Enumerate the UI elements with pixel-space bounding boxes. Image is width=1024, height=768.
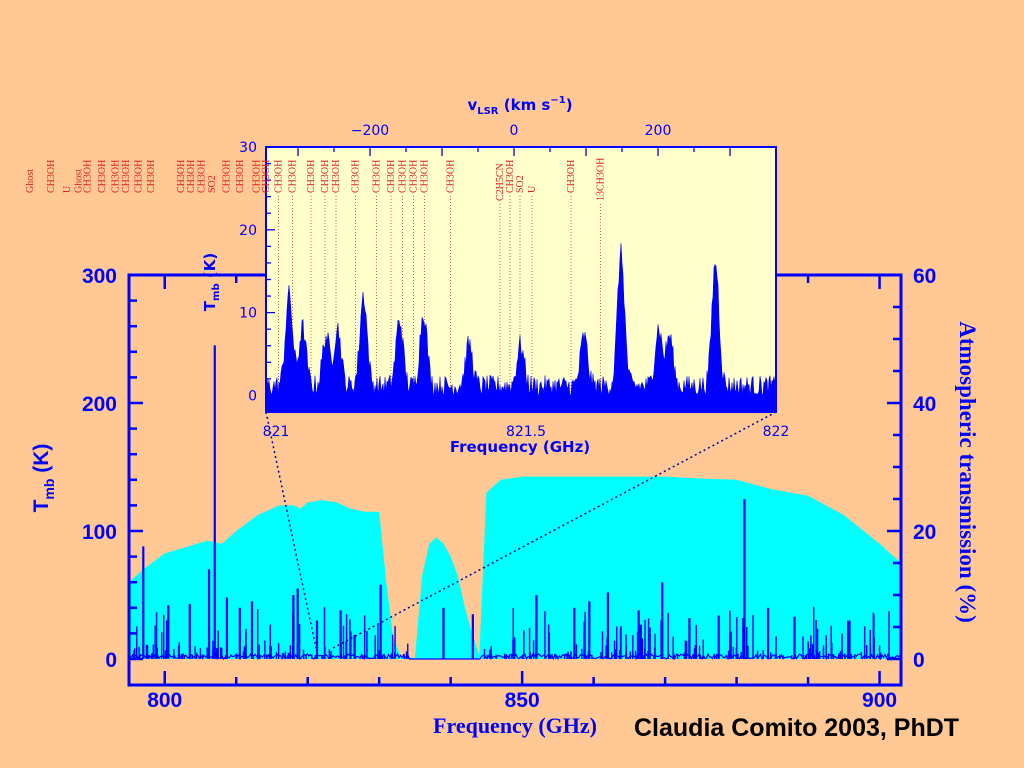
line-id-label: Ghost xyxy=(25,169,36,193)
line-id-label: C2H5CN xyxy=(495,163,506,201)
main-x-tick-label: 900 xyxy=(862,689,897,712)
line-id-label: CH3OH xyxy=(146,160,157,193)
main-right-tick-label: 0 xyxy=(913,649,925,672)
line-id-label: CH3OH xyxy=(398,160,409,193)
inset-y-axis-title: Tmb (K) xyxy=(201,253,222,311)
main-right-tick-label: 20 xyxy=(913,521,936,544)
line-id-label: CH3OH xyxy=(83,160,94,193)
line-id-label: CH3OH xyxy=(386,160,397,193)
main-x-tick-label: 800 xyxy=(147,689,182,712)
inset-x-axis-title: Frequency (GHz) xyxy=(450,438,590,456)
left-axis-unit: (K) xyxy=(30,444,53,473)
line-id-label: U xyxy=(527,185,538,193)
line-id-label: CH3OH xyxy=(372,160,383,193)
line-id-label: CH3OH xyxy=(46,160,57,193)
line-id-label: CH3OH xyxy=(505,160,516,193)
main-right-tick-label: 40 xyxy=(913,393,936,416)
main-left-tick-labels: 0 100 200 300 xyxy=(82,265,117,672)
inset-y-tick-label: 30 xyxy=(239,140,257,156)
line-id-label: Ghost xyxy=(74,169,85,193)
line-id-label: CH3OH xyxy=(176,160,187,193)
spectrum-lines xyxy=(132,345,890,659)
inset-top-axis-title: vLSR (km s−1) xyxy=(467,95,572,117)
line-id-label: SO2 xyxy=(207,175,218,193)
main-x-tick-label: 850 xyxy=(505,689,540,712)
inset-x-tick-label: 822 xyxy=(763,424,790,440)
main-right-axis-title: Atmospheric transmission (%) xyxy=(955,321,980,623)
line-id-label: CH3OH xyxy=(446,160,457,193)
inset-y-tick-label: 20 xyxy=(239,223,257,239)
main-left-axis-title: Tmb (K) xyxy=(30,444,57,513)
inset-top-tick-label: 0 xyxy=(510,123,519,139)
inset-top-tick-labels: −200 0 200 xyxy=(351,123,672,139)
line-id-label: CH3OH xyxy=(186,160,197,193)
main-right-tick-label: 60 xyxy=(913,265,936,288)
line-id-label: CH3OH xyxy=(111,160,122,193)
line-id-label: CH3OH xyxy=(351,160,362,193)
line-id-label: CH3OH xyxy=(235,160,246,193)
main-ticks xyxy=(129,273,901,685)
inset-top-tick-label: 200 xyxy=(645,123,672,139)
main-left-tick-label: 300 xyxy=(82,265,117,288)
line-id-label: SO2 xyxy=(515,175,526,193)
line-id-label: CH3OH xyxy=(320,160,331,193)
zoom-line-left xyxy=(265,411,317,649)
line-id-label: CH3OH xyxy=(409,160,420,193)
line-id-label: CH3OH xyxy=(252,160,263,193)
line-id-label: CH3OH xyxy=(331,160,342,193)
credit-text: Claudia Comito 2003, PhDT xyxy=(634,714,960,742)
main-x-axis-title: Frequency (GHz) xyxy=(433,713,597,738)
line-id-label: CH3OH xyxy=(274,160,285,193)
main-left-tick-label: 0 xyxy=(105,649,117,672)
line-id-label: CH3OH xyxy=(197,160,208,193)
inset-y-tick-labels: 0 10 20 30 xyxy=(239,140,257,404)
line-id-label: CH3OH xyxy=(134,160,145,193)
inset-x-tick-label: 821 xyxy=(263,424,290,440)
line-id-label: CH3OH xyxy=(306,160,317,193)
transmission-area xyxy=(129,476,901,659)
line-id-markers xyxy=(266,196,601,392)
inset-ticks xyxy=(266,146,777,412)
left-axis-letter: T xyxy=(30,499,53,512)
inset-x-tick-label: 821.5 xyxy=(506,424,546,440)
line-id-label: CH3OH xyxy=(566,160,577,193)
line-id-label: CH3OH xyxy=(121,160,132,193)
line-id-label: U xyxy=(62,185,73,193)
main-x-tick-labels: 800 850 900 xyxy=(147,689,897,712)
line-id-label: CH3OH xyxy=(288,160,299,193)
inset-top-tick-label: −200 xyxy=(351,123,389,139)
zoom-line-right xyxy=(332,411,777,649)
line-id-label: CH3OH xyxy=(420,160,431,193)
left-axis-sub: mb xyxy=(41,479,57,500)
inset-x-tick-labels: 821 821.5 822 xyxy=(263,424,790,440)
main-left-tick-label: 100 xyxy=(82,521,117,544)
main-left-tick-label: 200 xyxy=(82,393,117,416)
line-id-label: CH3OH xyxy=(97,160,108,193)
line-id-label: CH3OH xyxy=(261,160,272,193)
line-id-label: 13CH3OH xyxy=(596,158,607,201)
main-right-tick-labels: 0 20 40 60 xyxy=(913,265,936,672)
line-id-label: CH3OH xyxy=(222,160,233,193)
inset-y-tick-label: 10 xyxy=(239,306,257,322)
inset-y-tick-label: 0 xyxy=(248,388,257,404)
inset-spectrum xyxy=(266,243,776,412)
